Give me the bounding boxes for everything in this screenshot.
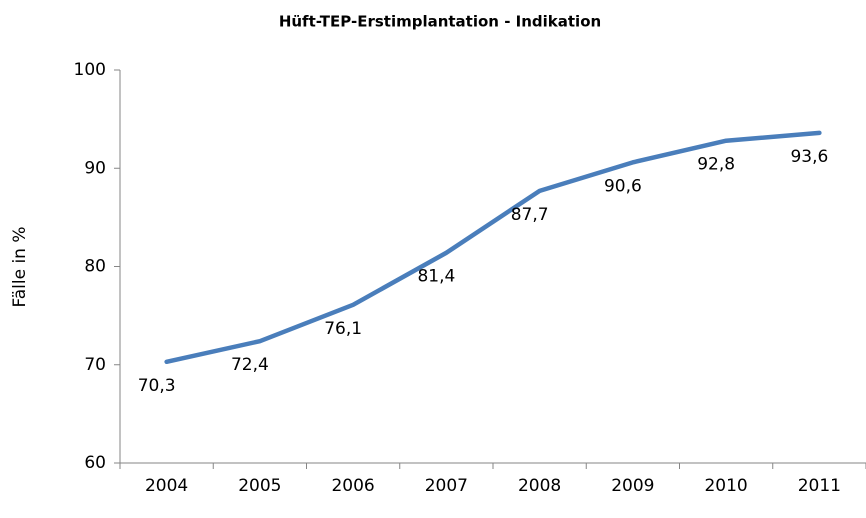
x-tick-label: 2008	[518, 476, 561, 496]
data-label: 93,6	[790, 147, 828, 167]
x-tick-label: 2004	[145, 476, 188, 496]
y-tick-label: 70	[84, 355, 106, 375]
x-tick-label: 2011	[798, 476, 841, 496]
x-tick-label: 2006	[331, 476, 374, 496]
data-label: 81,4	[417, 267, 455, 287]
data-label: 87,7	[511, 205, 549, 225]
data-label: 76,1	[324, 319, 362, 339]
data-label: 92,8	[697, 155, 735, 175]
data-label: 72,4	[231, 355, 269, 375]
data-label: 90,6	[604, 176, 642, 196]
x-tick-label: 2005	[238, 476, 281, 496]
x-tick-label: 2010	[704, 476, 747, 496]
y-tick-label: 80	[84, 257, 106, 277]
chart-title: Hüft-TEP-Erstimplantation - Indikation	[279, 13, 601, 31]
y-tick-label: 60	[84, 453, 106, 473]
y-axis-label: Fälle in %	[10, 227, 30, 308]
x-tick-label: 2007	[425, 476, 468, 496]
y-tick-label: 100	[74, 60, 106, 80]
data-line	[164, 130, 822, 365]
data-label: 70,3	[138, 376, 176, 396]
x-tick-label: 2009	[611, 476, 654, 496]
y-tick-label: 90	[84, 158, 106, 178]
